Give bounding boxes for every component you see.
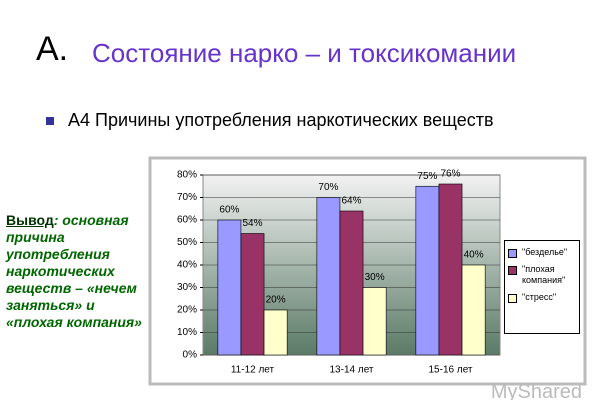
bar xyxy=(362,287,387,356)
watermark: MyShared xyxy=(490,381,582,400)
note-text: : основная причина употребления наркотич… xyxy=(6,212,142,330)
legend-label: "плохая компания" xyxy=(522,264,566,285)
value-label: 20% xyxy=(266,295,286,306)
legend-swatch xyxy=(508,249,517,258)
value-label: 40% xyxy=(464,250,484,261)
legend-label: "безделье" xyxy=(522,247,568,257)
y-tick-label: 40% xyxy=(177,260,197,271)
y-tick-label: 20% xyxy=(177,305,197,316)
y-tick-label: 0% xyxy=(183,350,198,361)
y-tick-label: 60% xyxy=(177,215,197,226)
value-label: 76% xyxy=(440,169,460,180)
legend-label: "стресс" xyxy=(522,292,557,302)
value-label: 54% xyxy=(242,218,262,229)
value-label: 30% xyxy=(365,272,385,283)
x-tick-label: 13-14 лет xyxy=(330,365,374,376)
bar xyxy=(316,197,341,356)
y-tick-label: 30% xyxy=(177,282,197,293)
legend-swatch xyxy=(508,294,517,303)
legend-entry: "безделье" xyxy=(508,247,576,258)
bullet-marker xyxy=(46,117,54,125)
value-label: 60% xyxy=(219,205,239,216)
slide-title: Состояние нарко – и токсикомании xyxy=(92,38,517,68)
value-label: 70% xyxy=(318,182,338,193)
bar xyxy=(217,219,242,356)
y-tick-label: 80% xyxy=(177,170,197,181)
legend-entry: "плохая компания" xyxy=(508,264,576,286)
value-label: 75% xyxy=(417,171,437,182)
bullet-text: А4 Причины употребления наркотических ве… xyxy=(68,110,494,130)
legend-swatch xyxy=(508,266,517,275)
bar xyxy=(461,264,486,356)
bar xyxy=(240,233,265,356)
bar xyxy=(339,210,364,356)
bar xyxy=(438,183,463,356)
legend-entry: "стресс" xyxy=(508,292,576,303)
y-tick-label: 70% xyxy=(177,192,197,203)
value-label: 64% xyxy=(341,196,361,207)
x-tick-label: 15-16 лет xyxy=(429,365,473,376)
note-label: Вывод xyxy=(6,212,54,228)
x-tick-label: 11-12 лет xyxy=(231,365,275,376)
slide-title-prefix: А. xyxy=(36,30,69,68)
y-tick-label: 10% xyxy=(177,327,197,338)
y-tick-label: 50% xyxy=(177,237,197,248)
bar xyxy=(263,309,288,356)
legend: "безделье" "плохая компания" "стресс" xyxy=(504,240,580,334)
bar xyxy=(415,185,440,356)
conclusion-note: Вывод: основная причина употребления нар… xyxy=(6,212,146,331)
